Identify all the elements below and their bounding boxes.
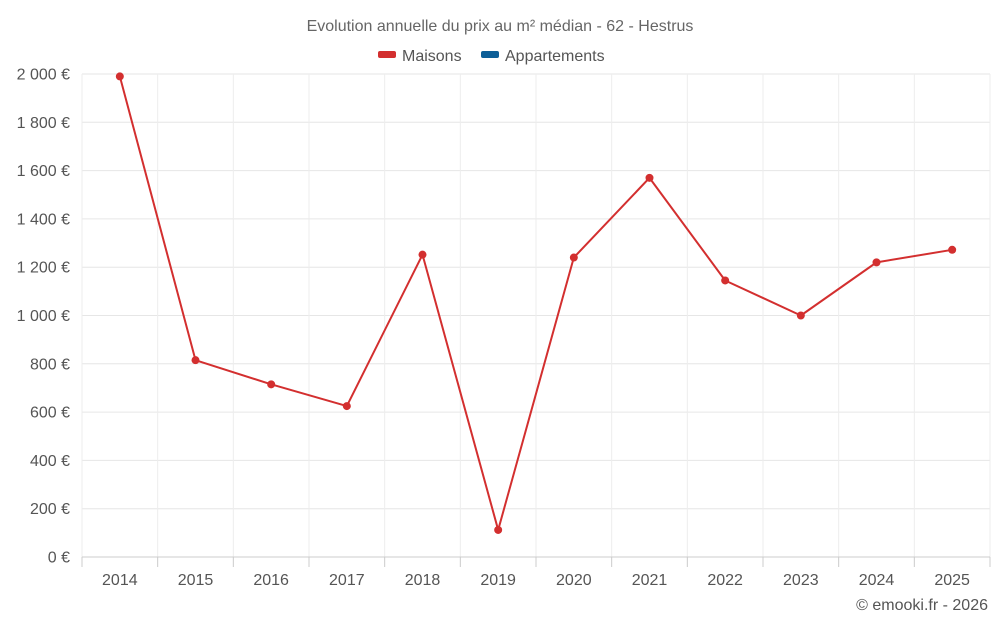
y-tick-label: 400 € [30,453,70,470]
data-point[interactable] [569,253,578,262]
x-tick-label: 2016 [253,572,289,589]
chart-title: Evolution annuelle du prix au m² médian … [307,18,694,35]
credit-text: © emooki.fr - 2026 [856,597,988,614]
y-tick-label: 1 000 € [17,308,70,325]
legend-swatch-maisons [378,51,396,58]
x-tick-label: 2025 [934,572,970,589]
y-tick-label: 1 400 € [17,211,70,228]
legend-label-appartements: Appartements [505,48,605,65]
y-tick-label: 600 € [30,405,70,422]
y-tick-label: 1 800 € [17,115,70,132]
data-point[interactable] [872,258,881,267]
y-tick-label: 200 € [30,501,70,518]
series-line-maisons [118,76,953,531]
x-tick-label: 2021 [632,572,668,589]
plot-area [115,72,957,534]
y-tick-label: 1 200 € [17,260,70,277]
data-point[interactable] [645,173,654,182]
data-point[interactable] [948,245,957,254]
x-tick-label: 2018 [405,572,441,589]
legend-label-maisons: Maisons [402,48,462,65]
x-tick-label: 2023 [783,572,819,589]
legend-item-appartements[interactable]: Appartements [481,48,605,65]
x-tick-label: 2022 [707,572,743,589]
legend-swatch-appartements [481,51,499,58]
x-tick-label: 2024 [859,572,895,589]
data-point[interactable] [721,276,730,285]
y-tick-label: 0 € [48,550,70,567]
data-point[interactable] [115,72,124,81]
grid-lines [81,73,991,557]
x-tick-label: 2015 [178,572,214,589]
x-tick-label: 2020 [556,572,592,589]
data-point[interactable] [418,250,427,259]
legend-item-maisons[interactable]: Maisons [378,48,462,65]
data-point[interactable] [191,356,200,365]
x-tick-label: 2019 [480,572,516,589]
data-point[interactable] [494,525,503,534]
data-point[interactable] [267,380,276,389]
y-tick-label: 2 000 € [17,67,70,84]
data-point[interactable] [342,402,351,411]
y-tick-label: 800 € [30,356,70,373]
x-tick-label: 2014 [102,572,138,589]
data-point[interactable] [796,311,805,320]
legend: Maisons Appartements [378,48,605,65]
x-tick-label: 2017 [329,572,365,589]
axes: 0 € 200 € 400 € 600 € 800 € 1 000 € 1 200 € 1 4… [17,67,991,589]
y-tick-label: 1 600 € [17,163,70,180]
